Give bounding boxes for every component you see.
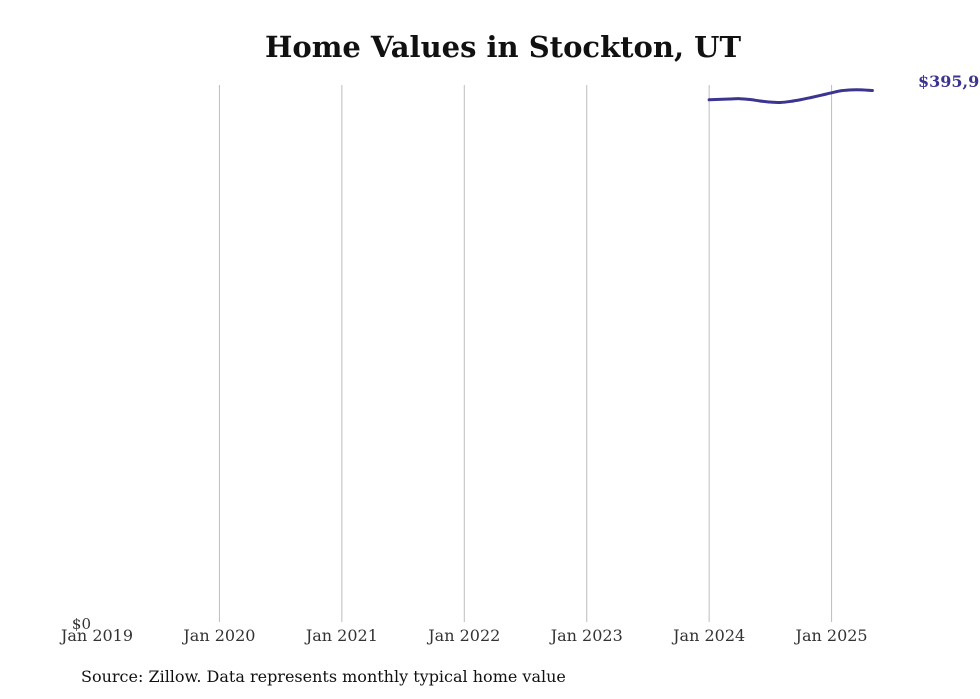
x-tick-label: Jan 2019 [59, 626, 133, 645]
series-layer [707, 88, 874, 104]
gridlines [218, 85, 833, 622]
annotation-layer: $395,9 [918, 72, 979, 91]
y-tick-label: $0 [72, 615, 91, 633]
x-axis-ticks: Jan 2019 Jan 2020 Jan 2021 Jan 2022 Jan 2023… [59, 626, 868, 645]
series-line [707, 88, 874, 104]
chart-title: Home Values in Stockton, UT [264, 30, 742, 64]
y-axis-ticks: $0 [72, 615, 91, 633]
x-tick-label: Jan 2024 [671, 626, 745, 645]
x-tick-label: Jan 2022 [426, 626, 500, 645]
end-value-label: $395,9 [918, 72, 979, 91]
source-note: Source: Zillow. Data represents monthly … [81, 667, 566, 686]
x-tick-label: Jan 2025 [794, 626, 868, 645]
x-tick-label: Jan 2023 [549, 626, 623, 645]
x-tick-label: Jan 2020 [181, 626, 255, 645]
x-tick-label: Jan 2021 [304, 626, 378, 645]
